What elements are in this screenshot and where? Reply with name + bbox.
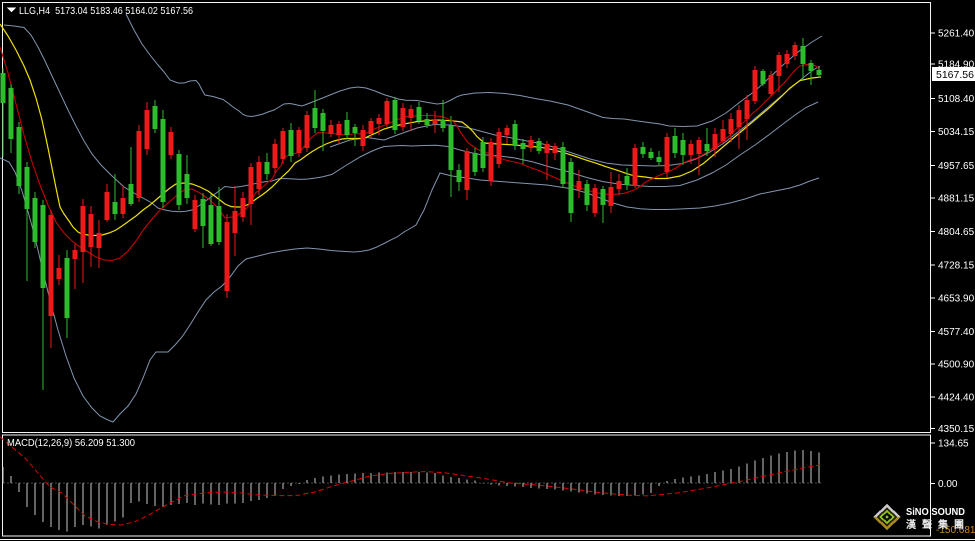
svg-text:4728.15: 4728.15 [938, 260, 975, 271]
svg-text:4577.40: 4577.40 [938, 327, 975, 338]
svg-text:5184.90: 5184.90 [938, 60, 975, 71]
svg-text:4350.15: 4350.15 [938, 424, 975, 435]
svg-text:5167.56: 5167.56 [936, 69, 974, 81]
svg-text:4804.65: 4804.65 [938, 227, 975, 238]
svg-text:MACD(12,26,9) 56.209 51.300: MACD(12,26,9) 56.209 51.300 [7, 437, 135, 449]
svg-text:134.65: 134.65 [938, 439, 969, 450]
svg-text:0.00: 0.00 [938, 479, 958, 490]
svg-text:4653.90: 4653.90 [938, 294, 975, 305]
svg-text:-150.681: -150.681 [936, 525, 975, 536]
svg-text:4881.15: 4881.15 [938, 194, 975, 205]
svg-text:4424.40: 4424.40 [938, 392, 975, 403]
svg-text:5261.40: 5261.40 [938, 28, 975, 39]
svg-text:5108.40: 5108.40 [938, 94, 975, 105]
svg-text:5034.15: 5034.15 [938, 127, 975, 138]
svg-text:SiNO SOUND: SiNO SOUND [906, 506, 965, 518]
svg-text:4500.90: 4500.90 [938, 360, 975, 371]
svg-text:LLG,H4 5173.04 5183.46 5164.0: LLG,H4 5173.04 5183.46 5164.02 5167.56 [19, 5, 193, 17]
svg-text:4957.65: 4957.65 [938, 161, 975, 172]
